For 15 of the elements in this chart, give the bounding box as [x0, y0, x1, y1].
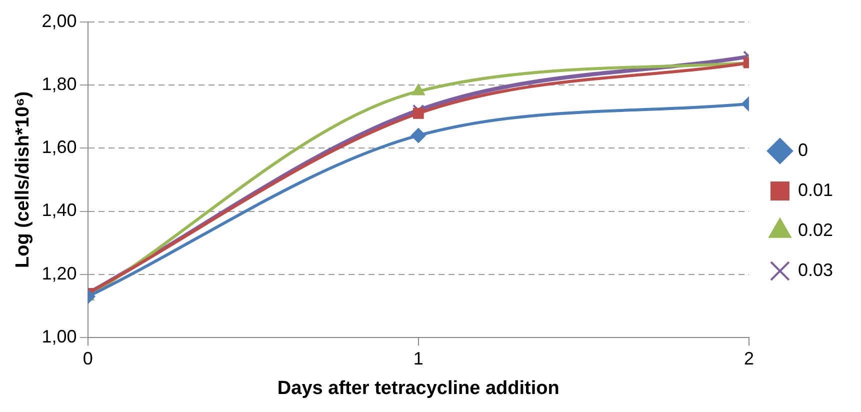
y-tick-label: 1,40 — [42, 200, 77, 220]
y-axis-title: Log (cells/dish*10⁶) — [12, 91, 34, 268]
legend-label: 0 — [798, 140, 808, 160]
x-tick-label: 0 — [82, 348, 93, 368]
y-tick-label: 2,00 — [42, 10, 77, 31]
y-tick-label: 1,60 — [42, 137, 77, 158]
x-axis-title: Days after tetracycline addition — [277, 378, 560, 399]
x-tick-label: 1 — [413, 348, 424, 368]
legend-label: 0.02 — [798, 220, 834, 240]
x-tick-label: 2 — [744, 348, 754, 368]
legend-label: 0.03 — [798, 260, 834, 280]
y-tick-label: 1,20 — [42, 263, 77, 284]
y-tick-label: 1,80 — [42, 74, 77, 94]
y-tick-label: 1,00 — [42, 326, 77, 347]
legend-label: 0.01 — [798, 180, 834, 200]
